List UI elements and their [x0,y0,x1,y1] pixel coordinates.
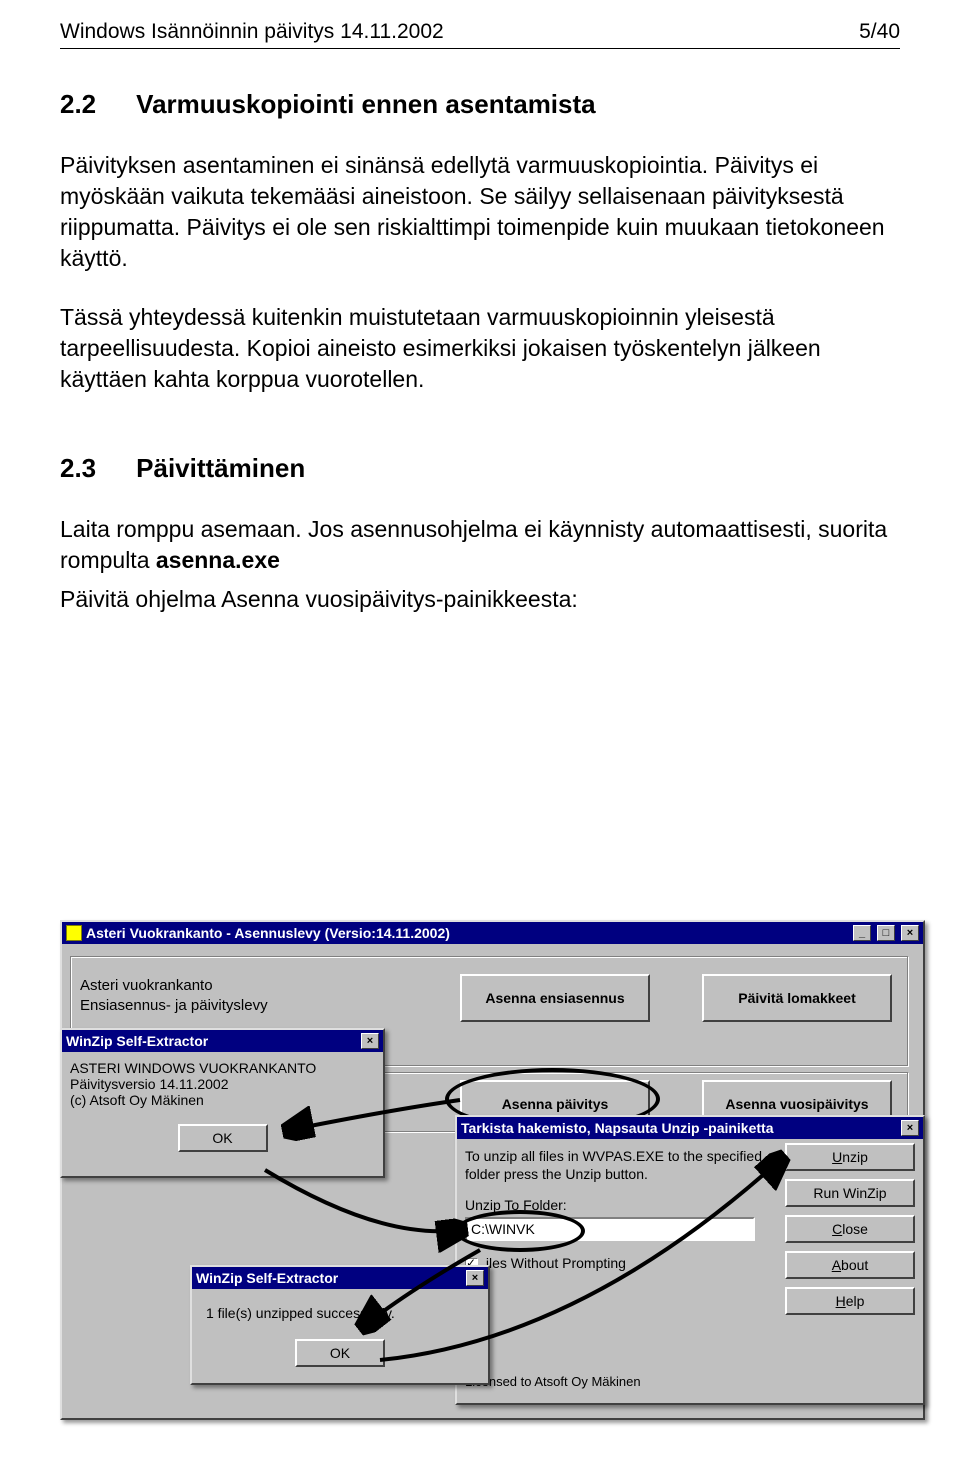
close-icon[interactable]: × [901,925,919,941]
winzip-extractor-2: WinZip Self-Extractor × 1 file(s) unzipp… [190,1265,490,1385]
unzip-button[interactable]: Unzip [785,1143,915,1171]
update-forms-button[interactable]: Päivitä lomakkeet [702,974,892,1022]
page-header: Windows Isännöinnin päivitys 14.11.2002 … [60,20,900,49]
close-button[interactable]: Close [785,1215,915,1243]
header-left: Windows Isännöinnin päivitys 14.11.2002 [60,20,444,44]
winzip-extractor-1: WinZip Self-Extractor × ASTERI WINDOWS V… [60,1028,385,1178]
close-icon[interactable]: × [361,1033,379,1049]
installer-title: Asteri Vuokrankanto - Asennuslevy (Versi… [86,925,847,941]
header-right: 5/40 [859,20,900,44]
unzip-license: Licensed to Atsoft Oy Mäkinen [465,1374,641,1389]
section-2-2-paragraph-1: Päivityksen asentaminen ei sinänsä edell… [60,150,900,274]
installer-titlebar: Asteri Vuokrankanto - Asennuslevy (Versi… [62,922,923,944]
winzip1-body: ASTERI WINDOWS VUOKRANKANTO Päivitysvers… [62,1052,383,1160]
about-button[interactable]: About [785,1251,915,1279]
installer-app-icon [66,925,82,941]
section-heading: Päivittäminen [136,453,305,484]
section-2-3-paragraph-1: Laita romppu asemaan. Jos asennusohjelma… [60,514,900,576]
minimize-icon[interactable]: _ [853,925,871,941]
close-icon[interactable]: × [901,1120,919,1136]
section-2-2-title: 2.2 Varmuuskopiointi ennen asentamista [60,89,900,120]
section-number: 2.3 [60,453,96,484]
unzip-titlebar: Tarkista hakemisto, Napsauta Unzip -pain… [457,1117,923,1139]
help-button[interactable]: Help [785,1287,915,1315]
unzip-dialog: Tarkista hakemisto, Napsauta Unzip -pain… [455,1115,925,1405]
unzip-body: To unzip all files in WVPAS.EXE to the s… [457,1139,923,1399]
section-2-2-paragraph-2: Tässä yhteydessä kuitenkin muistutetaan … [60,302,900,395]
maximize-icon[interactable]: □ [877,925,895,941]
section-2-3-title: 2.3 Päivittäminen [60,453,900,484]
section-2-3-paragraph-2: Päivitä ohjelma Asenna vuosipäivitys-pai… [60,584,900,615]
section-heading: Varmuuskopiointi ennen asentamista [136,89,595,120]
winzip1-titlebar: WinZip Self-Extractor × [62,1030,383,1052]
section-number: 2.2 [60,89,96,120]
installer-label: Asteri vuokrankanto Ensiasennus- ja päiv… [80,976,350,1015]
run-winzip-button[interactable]: Run WinZip [785,1179,915,1207]
winzip2-ok-button[interactable]: OK [295,1339,385,1367]
unzip-text: To unzip all files in WVPAS.EXE to the s… [465,1147,765,1183]
close-icon[interactable]: × [466,1270,484,1286]
unzip-folder-input[interactable]: C:\WINVK [465,1217,755,1241]
winzip2-titlebar: WinZip Self-Extractor × [192,1267,488,1289]
installer-screenshot: Asteri Vuokrankanto - Asennuslevy (Versi… [60,920,925,1420]
install-first-button[interactable]: Asenna ensiasennus [460,974,650,1022]
winzip2-body: 1 file(s) unzipped successfully. OK [192,1289,488,1375]
winzip1-ok-button[interactable]: OK [178,1124,268,1152]
